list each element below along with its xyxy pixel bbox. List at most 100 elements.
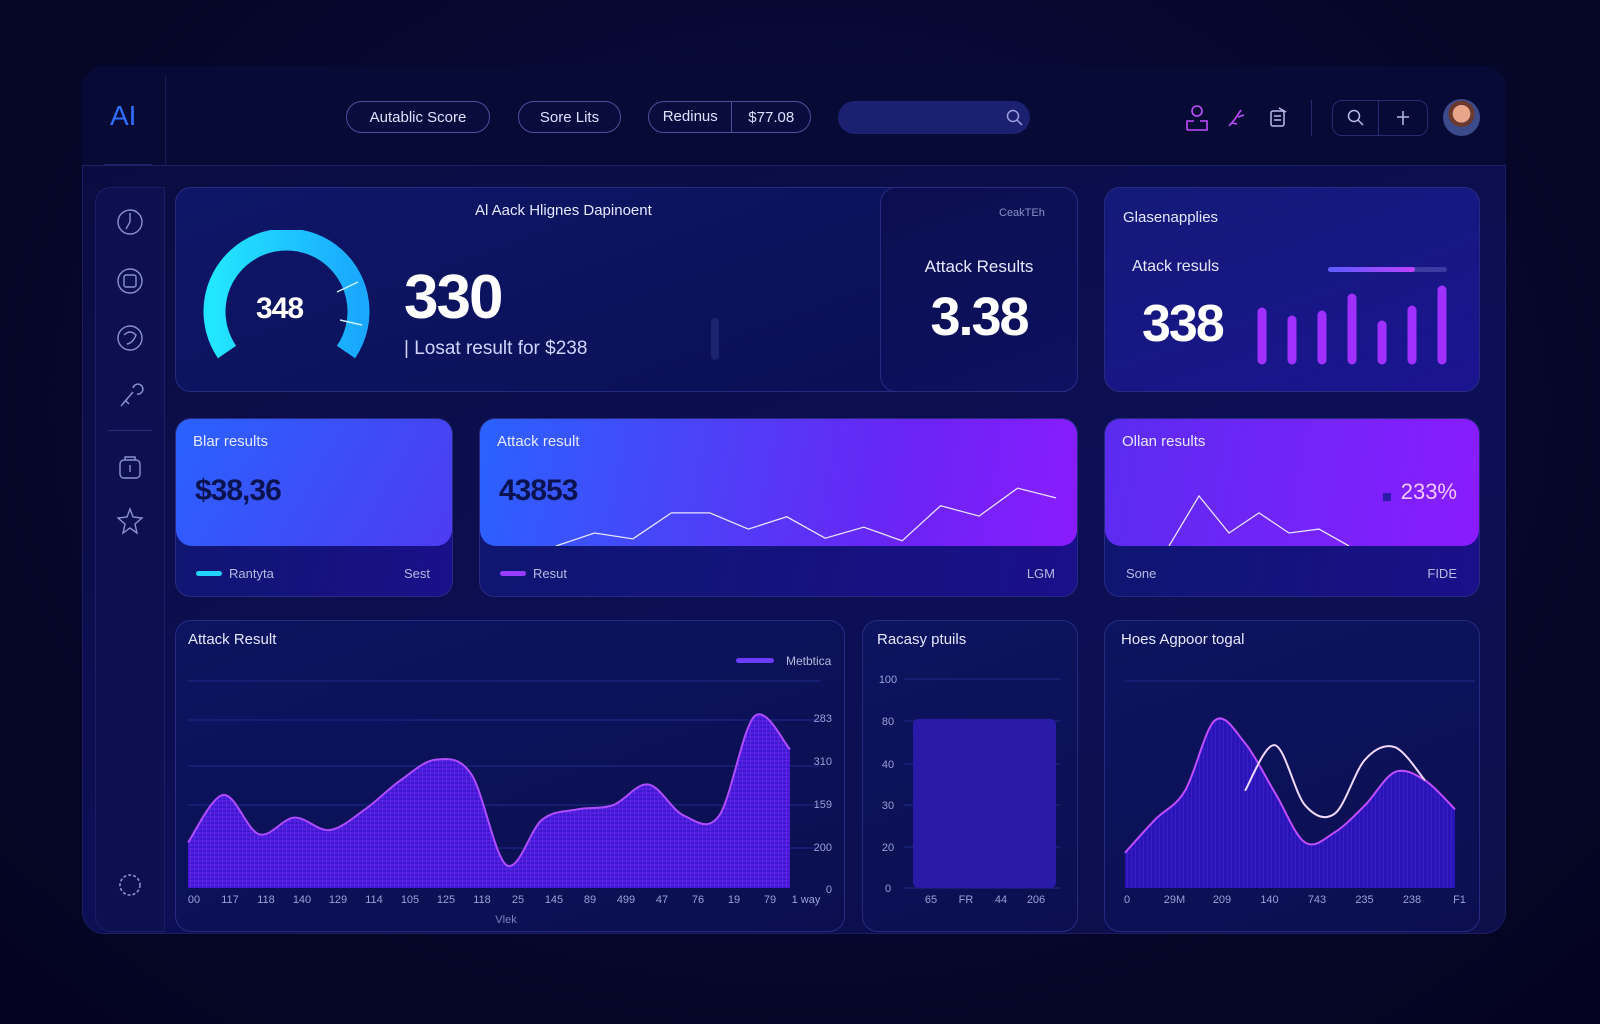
card-value: $38,36 bbox=[195, 474, 282, 507]
search-button[interactable] bbox=[1333, 101, 1379, 135]
legend-swatch bbox=[736, 658, 774, 663]
y-tick-label: 283 bbox=[814, 713, 832, 725]
search-icon bbox=[1006, 109, 1023, 126]
x-tick-label: 44 bbox=[995, 894, 1007, 906]
link-icon[interactable] bbox=[1226, 107, 1246, 129]
card-meta: Sest bbox=[403, 566, 430, 581]
sidebar-item-database[interactable] bbox=[115, 266, 145, 296]
series-line bbox=[187, 713, 791, 867]
bar bbox=[913, 718, 1056, 888]
hoes-area-chart: 0 29M 209 140 743 235 238 F1 bbox=[1124, 680, 1475, 906]
x-tick-label: 238 bbox=[1403, 894, 1421, 906]
y-tick-label: 0 bbox=[826, 884, 832, 896]
avatar[interactable] bbox=[1443, 99, 1480, 136]
chart-title: Racasy ptuils bbox=[877, 631, 967, 648]
glasen-bar-chart bbox=[1257, 285, 1447, 365]
card-title: Attack result bbox=[497, 433, 580, 450]
scroll-handle[interactable] bbox=[711, 318, 719, 360]
area-fill bbox=[188, 714, 790, 888]
x-tick-label: 140 bbox=[293, 894, 311, 906]
x-tick-label: 89 bbox=[584, 894, 596, 906]
power-icon bbox=[117, 209, 143, 235]
x-tick-label: 145 bbox=[545, 894, 563, 906]
tool-group bbox=[1332, 100, 1428, 136]
y-tick-label: 40 bbox=[882, 759, 894, 771]
card-value: 43853 bbox=[499, 474, 578, 507]
sparkline bbox=[555, 487, 1057, 546]
search-input[interactable] bbox=[838, 101, 1030, 134]
x-tick-label: 743 bbox=[1308, 894, 1326, 906]
area-fill bbox=[1125, 718, 1455, 888]
x-tick-label: FR bbox=[959, 894, 974, 906]
attack-results-card bbox=[880, 187, 1078, 392]
sidebar-item-settings[interactable] bbox=[115, 870, 145, 900]
x-tick-label: 235 bbox=[1355, 894, 1373, 906]
sparkline bbox=[1168, 494, 1350, 546]
x-tick-label: 118 bbox=[473, 894, 491, 906]
legend-label: Sone bbox=[1126, 566, 1157, 581]
gauge-value: 348 bbox=[256, 292, 304, 325]
add-button[interactable] bbox=[1379, 101, 1427, 135]
attack-results-value: 3.38 bbox=[930, 287, 1029, 347]
card-header bbox=[480, 419, 1077, 546]
divider bbox=[104, 164, 152, 165]
tools-icon bbox=[120, 383, 144, 407]
sidebar-item-tools[interactable] bbox=[115, 380, 145, 410]
redinus-value: $77.08 bbox=[748, 108, 795, 126]
card-header bbox=[1105, 419, 1479, 546]
glasen-progress bbox=[1328, 267, 1447, 272]
gauge bbox=[203, 230, 370, 359]
x-tick-label: 125 bbox=[437, 894, 455, 906]
y-tick-label: 100 bbox=[879, 674, 897, 686]
result-card: Blar results $38,36 Rantyta Sest bbox=[175, 418, 453, 597]
sidebar-item-star[interactable] bbox=[115, 506, 145, 536]
series-line bbox=[1244, 744, 1426, 819]
hero-subtitle: | Losat result for $238 bbox=[404, 338, 588, 359]
card-title: Ollan results bbox=[1122, 433, 1206, 450]
autablic-score-button[interactable]: Autablic Score bbox=[346, 101, 490, 133]
glasen-subtitle: Atack resuls bbox=[1132, 258, 1220, 275]
divider bbox=[1311, 100, 1312, 136]
legend-swatch bbox=[500, 571, 526, 576]
y-tick-label: 80 bbox=[882, 716, 894, 728]
x-tick-label: 105 bbox=[401, 894, 419, 906]
x-tick-label: 65 bbox=[925, 894, 937, 906]
marker bbox=[1383, 493, 1391, 501]
search-icon bbox=[1347, 109, 1364, 126]
x-tick-label: 209 bbox=[1213, 894, 1231, 906]
x-tick-label: 00 bbox=[188, 894, 200, 906]
chart-title: Hoes Agpoor togal bbox=[1121, 631, 1245, 648]
x-tick-label: 206 bbox=[1027, 894, 1045, 906]
y-tick-label: 30 bbox=[882, 800, 894, 812]
x-tick-label: 25 bbox=[512, 894, 524, 906]
y-tick-label: 200 bbox=[814, 842, 832, 854]
x-tick-label: 47 bbox=[656, 894, 668, 906]
user-icon[interactable] bbox=[1184, 104, 1210, 132]
attack-result-chart: 0 200 159 310 283 00 117 118 140 129 114 105 125 118 2… bbox=[187, 680, 832, 926]
sidebar-item-power[interactable] bbox=[115, 207, 145, 237]
divider bbox=[108, 430, 152, 431]
y-tick-label: 20 bbox=[882, 842, 894, 854]
glasen-value: 338 bbox=[1142, 295, 1225, 353]
sidebar-item-shield[interactable] bbox=[115, 323, 145, 353]
shield-icon bbox=[117, 325, 143, 351]
clipboard-icon[interactable] bbox=[1269, 106, 1289, 128]
hero-title: Al Aack Hlignes Dapinoent bbox=[475, 202, 652, 219]
progress-fill bbox=[1328, 267, 1415, 272]
lock-icon bbox=[119, 456, 141, 479]
x-tick-label: 76 bbox=[692, 894, 704, 906]
x-tick-label: 140 bbox=[1260, 894, 1278, 906]
attack-results-title: Attack Results bbox=[924, 257, 1034, 276]
racasy-bar-chart: 0 20 30 40 80 100 65 FR 44 206 bbox=[879, 674, 1060, 906]
x-tick-label: 114 bbox=[365, 894, 383, 906]
x-tick-label: 1 way bbox=[792, 894, 821, 906]
sore-lits-button[interactable]: Sore Lits bbox=[518, 101, 621, 133]
legend-label: Metbtica bbox=[786, 654, 832, 668]
glasen-title: Glasenapplies bbox=[1123, 209, 1219, 226]
redinus-pill[interactable]: Redinus $77.08 bbox=[648, 101, 811, 133]
corner-label: CeakTEh bbox=[999, 207, 1045, 219]
card-meta: LGM bbox=[1026, 566, 1055, 581]
x-tick-label: 499 bbox=[617, 894, 635, 906]
sidebar-item-lock[interactable] bbox=[115, 452, 145, 482]
database-icon bbox=[117, 268, 143, 294]
